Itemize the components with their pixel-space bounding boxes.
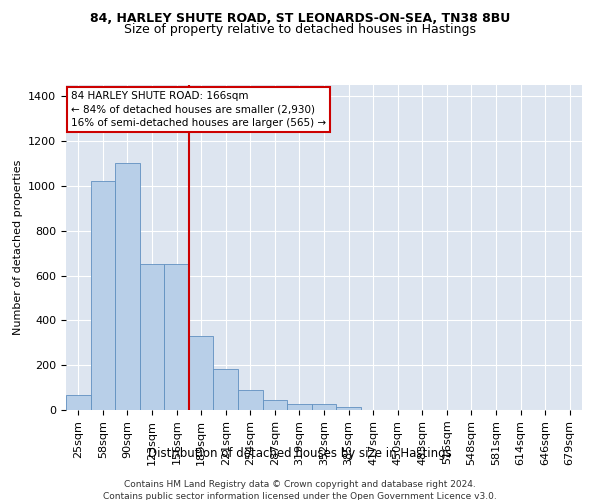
Bar bbox=[263, 400, 287, 410]
Bar bbox=[140, 264, 164, 410]
Bar bbox=[115, 164, 140, 410]
Y-axis label: Number of detached properties: Number of detached properties bbox=[13, 160, 23, 335]
Text: Contains HM Land Registry data © Crown copyright and database right 2024.
Contai: Contains HM Land Registry data © Crown c… bbox=[103, 480, 497, 500]
Text: Distribution of detached houses by size in Hastings: Distribution of detached houses by size … bbox=[148, 448, 452, 460]
Text: Size of property relative to detached houses in Hastings: Size of property relative to detached ho… bbox=[124, 22, 476, 36]
Bar bbox=[312, 404, 336, 410]
Bar bbox=[164, 264, 189, 410]
Bar bbox=[214, 368, 238, 410]
Text: 84, HARLEY SHUTE ROAD, ST LEONARDS-ON-SEA, TN38 8BU: 84, HARLEY SHUTE ROAD, ST LEONARDS-ON-SE… bbox=[90, 12, 510, 26]
Bar bbox=[66, 396, 91, 410]
Bar bbox=[91, 182, 115, 410]
Text: 84 HARLEY SHUTE ROAD: 166sqm
← 84% of detached houses are smaller (2,930)
16% of: 84 HARLEY SHUTE ROAD: 166sqm ← 84% of de… bbox=[71, 92, 326, 128]
Bar bbox=[238, 390, 263, 410]
Bar bbox=[189, 336, 214, 410]
Bar bbox=[287, 404, 312, 410]
Bar bbox=[336, 406, 361, 410]
